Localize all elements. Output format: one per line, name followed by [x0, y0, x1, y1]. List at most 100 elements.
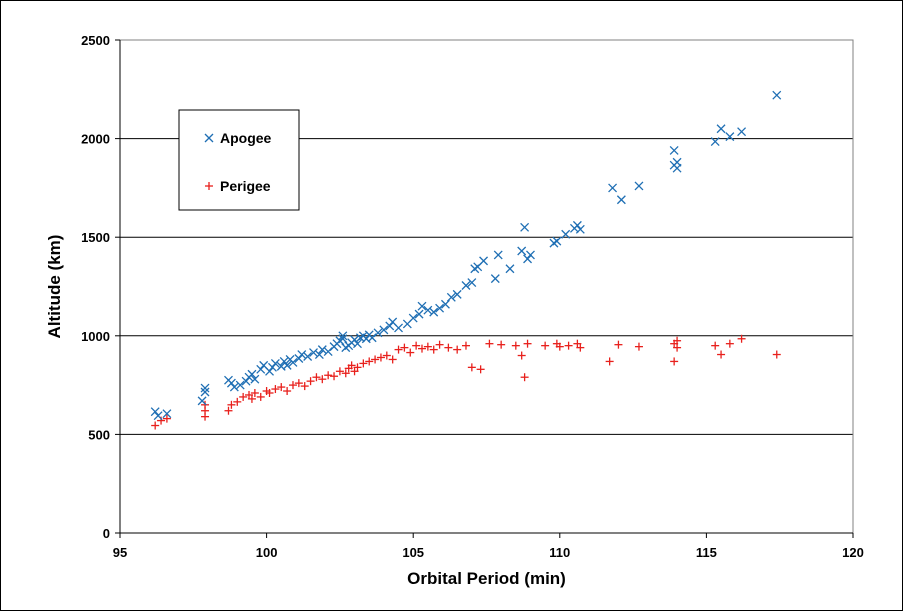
apogee-point [241, 376, 251, 386]
perigee-point [382, 351, 391, 360]
y-tick-label: 1000 [81, 329, 110, 344]
apogee-point [256, 364, 266, 374]
data-series [150, 90, 782, 430]
apogee-point [737, 127, 747, 137]
apogee-point [323, 347, 333, 357]
x-tick-label: 105 [402, 545, 424, 560]
perigee-point [318, 375, 327, 384]
apogee-point [423, 305, 433, 315]
perigee-point [250, 388, 259, 397]
apogee-point [520, 222, 530, 232]
perigee-point [277, 383, 286, 392]
x-tick-label: 115 [696, 545, 717, 560]
perigee-point [517, 351, 526, 360]
perigee-point [467, 363, 476, 372]
apogee-series [150, 90, 782, 421]
apogee-point [672, 157, 682, 167]
apogee-point [561, 229, 571, 239]
perigee-point [555, 342, 564, 351]
perigee-point [324, 371, 333, 380]
perigee-point [634, 342, 643, 351]
apogee-point [150, 407, 160, 417]
perigee-point [233, 397, 242, 406]
apogee-point [282, 360, 292, 370]
y-axis: 0 500 1000 1500 2000 2500 [81, 33, 121, 541]
apogee-point [394, 323, 403, 333]
perigee-point [429, 345, 438, 354]
x-axis-title: Orbital Period (min) [407, 569, 566, 588]
perigee-point [541, 341, 550, 350]
perigee-point [725, 339, 734, 348]
perigee-point [444, 343, 453, 352]
apogee-point [446, 292, 456, 302]
apogee-point [268, 362, 277, 372]
perigee-point [353, 363, 362, 372]
perigee-point [256, 392, 265, 401]
perigee-point [423, 342, 432, 351]
legend-label-perigee: Perigee [220, 178, 271, 194]
apogee-point [297, 350, 307, 359]
perigee-point [564, 341, 573, 350]
apogee-point [772, 90, 782, 100]
apogee-point [338, 334, 348, 344]
apogee-point [270, 358, 280, 368]
perigee-point [435, 340, 444, 349]
perigee-point [151, 421, 160, 430]
apogee-point [552, 236, 562, 246]
perigee-series [151, 334, 781, 430]
apogee-point [616, 195, 626, 205]
perigee-point [201, 400, 210, 409]
legend-item-apogee: Apogee [204, 130, 272, 146]
apogee-point [725, 132, 735, 142]
perigee-point [614, 340, 623, 349]
perigee-point [461, 341, 470, 350]
apogee-point [467, 278, 477, 288]
y-tick-label: 2500 [81, 33, 110, 48]
apogee-point [523, 254, 533, 264]
apogee-point [435, 303, 445, 313]
perigee-point [227, 400, 236, 409]
perigee-point [341, 369, 350, 378]
perigee-point [247, 394, 256, 403]
apogee-point [153, 411, 163, 421]
perigee-point [162, 414, 171, 423]
perigee-point [417, 344, 426, 353]
apogee-point [235, 380, 245, 390]
perigee-point [453, 345, 462, 354]
perigee-point [717, 350, 726, 359]
apogee-point [716, 124, 726, 134]
apogee-point [385, 321, 395, 331]
perigee-point [412, 341, 421, 350]
x-tick-label: 95 [113, 545, 127, 560]
apogee-point [294, 354, 304, 363]
y-tick-label: 2000 [81, 132, 110, 147]
perigee-point [673, 336, 682, 345]
legend-marker-perigee [205, 182, 213, 190]
perigee-point [400, 343, 409, 352]
perigee-point [772, 350, 781, 359]
legend-item-perigee: Perigee [205, 178, 271, 194]
perigee-point [523, 339, 532, 348]
apogee-point [279, 356, 289, 366]
perigee-point [224, 406, 233, 415]
perigee-point [670, 357, 679, 366]
y-tick-label: 1500 [81, 230, 110, 245]
apogee-point [505, 264, 515, 274]
perigee-point [306, 377, 315, 386]
apogee-point [575, 224, 585, 234]
x-tick-label: 100 [256, 545, 278, 560]
apogee-point [200, 383, 210, 393]
perigee-point [485, 339, 494, 348]
perigee-point [371, 355, 380, 364]
apogee-point [634, 181, 644, 191]
apogee-point [200, 387, 210, 397]
legend-label-apogee: Apogee [220, 130, 272, 146]
apogee-point [417, 301, 427, 311]
perigee-point [476, 365, 485, 374]
apogee-point [669, 145, 679, 155]
apogee-point [314, 350, 324, 359]
apogee-point [461, 281, 471, 290]
apogee-point [429, 307, 439, 317]
